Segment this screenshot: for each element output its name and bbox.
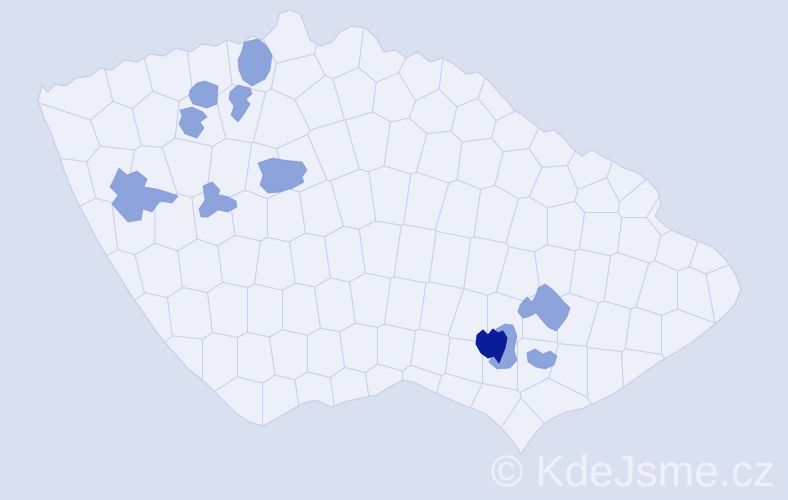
district-cell <box>253 237 296 291</box>
district-cell <box>377 323 417 372</box>
district-cell <box>547 200 586 252</box>
district-cell <box>578 212 623 257</box>
highlighted-district <box>109 167 179 223</box>
highlighted-district-dark <box>475 328 508 364</box>
district-cell <box>217 234 262 288</box>
district-cell <box>383 276 427 332</box>
district-cell <box>207 282 248 338</box>
district-cell <box>314 277 356 333</box>
country-outline <box>37 9 742 455</box>
district-cell <box>247 283 283 338</box>
highlighted-district <box>188 80 219 109</box>
district-cell <box>237 332 276 384</box>
district-cell <box>269 329 308 381</box>
district-cell <box>624 306 662 355</box>
district-cell <box>339 322 378 374</box>
district-cell <box>289 232 331 288</box>
highlighted-district <box>257 157 308 194</box>
highlighted-district <box>178 106 208 139</box>
highlighted-district <box>198 181 238 218</box>
district-cell <box>307 327 346 379</box>
district-cell <box>167 287 213 340</box>
district-cell <box>177 238 223 293</box>
highlighted-district <box>237 38 273 87</box>
highlighted-district <box>228 84 253 123</box>
district-cell <box>229 189 268 242</box>
district-cell <box>324 225 366 283</box>
highlighted-district <box>517 283 571 332</box>
highlighted-district <box>526 348 558 370</box>
